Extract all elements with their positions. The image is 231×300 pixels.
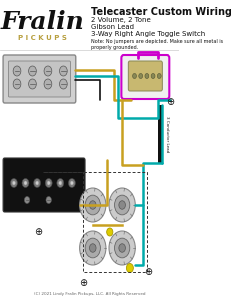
FancyBboxPatch shape [121, 55, 169, 99]
Circle shape [13, 66, 21, 76]
Circle shape [79, 188, 106, 222]
Circle shape [126, 263, 133, 272]
Circle shape [114, 195, 129, 215]
Circle shape [138, 74, 142, 79]
Text: ⊕: ⊕ [79, 278, 87, 288]
Circle shape [89, 201, 96, 209]
Text: Gibson Lead: Gibson Lead [91, 24, 134, 30]
Circle shape [144, 74, 148, 79]
Text: 3 Conductor Lead: 3 Conductor Lead [164, 116, 168, 152]
Circle shape [57, 178, 64, 188]
FancyBboxPatch shape [9, 61, 70, 97]
Circle shape [89, 244, 96, 252]
Circle shape [157, 74, 161, 79]
Circle shape [24, 196, 30, 203]
Circle shape [85, 238, 100, 258]
Circle shape [46, 196, 51, 203]
Circle shape [106, 228, 112, 236]
Text: ⊕: ⊕ [165, 97, 173, 107]
Circle shape [35, 181, 39, 185]
Circle shape [114, 238, 129, 258]
Circle shape [79, 231, 106, 265]
Text: ⊕: ⊕ [144, 267, 152, 277]
FancyBboxPatch shape [3, 158, 85, 212]
Circle shape [132, 74, 136, 79]
Circle shape [70, 181, 73, 185]
Text: Note: No jumpers are depicted. Make sure all metal is
properly grounded.: Note: No jumpers are depicted. Make sure… [91, 39, 222, 50]
Circle shape [109, 188, 135, 222]
Text: 3-Way Right Angle Toggle Switch: 3-Way Right Angle Toggle Switch [91, 31, 205, 37]
Circle shape [59, 66, 67, 76]
Circle shape [47, 181, 50, 185]
FancyBboxPatch shape [128, 61, 162, 91]
Circle shape [118, 201, 125, 209]
Circle shape [59, 79, 67, 89]
Circle shape [33, 178, 40, 188]
Circle shape [85, 195, 100, 215]
Circle shape [68, 178, 75, 188]
Text: Telecaster Custom Wiring: Telecaster Custom Wiring [91, 7, 231, 17]
Circle shape [109, 231, 135, 265]
Circle shape [118, 244, 125, 252]
Circle shape [12, 181, 15, 185]
Text: Fralin: Fralin [1, 10, 84, 34]
Circle shape [10, 178, 17, 188]
Text: (C) 2021 Lindy Fralin Pickups, LLC. All Rights Reserved: (C) 2021 Lindy Fralin Pickups, LLC. All … [34, 292, 145, 296]
Circle shape [45, 178, 52, 188]
Circle shape [44, 79, 52, 89]
Text: P I C K U P S: P I C K U P S [18, 35, 67, 41]
Circle shape [44, 66, 52, 76]
Circle shape [28, 79, 36, 89]
Circle shape [22, 178, 29, 188]
Circle shape [58, 181, 62, 185]
Circle shape [13, 79, 21, 89]
Circle shape [24, 181, 27, 185]
Circle shape [150, 74, 154, 79]
FancyBboxPatch shape [3, 55, 76, 103]
Circle shape [28, 66, 36, 76]
Text: ⊕: ⊕ [34, 227, 43, 237]
Text: 2 Volume, 2 Tone: 2 Volume, 2 Tone [91, 17, 150, 23]
Bar [157, 105, 162, 163]
